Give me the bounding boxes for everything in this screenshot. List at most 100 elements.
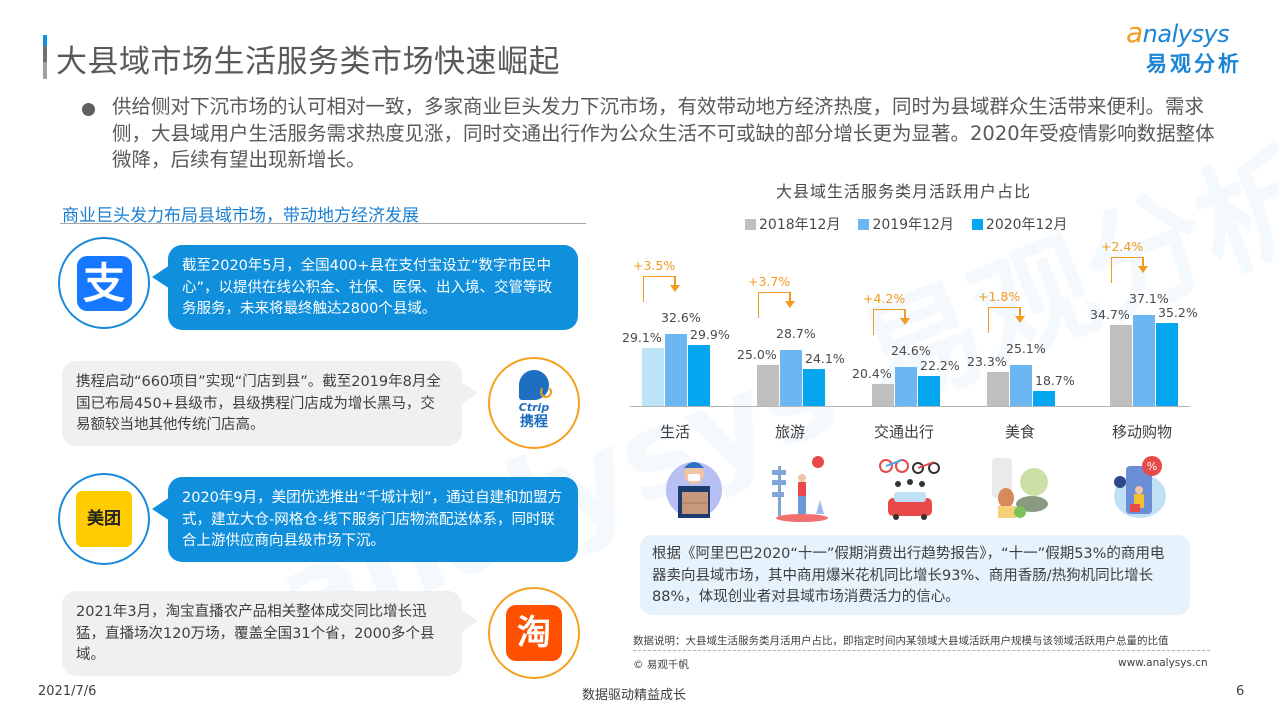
growth-annotation: +3.5%	[633, 257, 676, 273]
bar-value-label: 37.1%	[1129, 291, 1169, 307]
legend-swatch-icon	[858, 218, 870, 230]
bar-value-label: 34.7%	[1090, 307, 1130, 323]
taobao-icon: 淘	[506, 605, 562, 661]
arrow-down-icon	[785, 300, 795, 308]
title-accent-bar	[43, 35, 47, 79]
category-label: 生活	[660, 423, 691, 441]
bar-2019年12月	[1010, 364, 1032, 406]
category-label: 移动购物	[1112, 423, 1173, 441]
page-title: 大县域市场生活服务类市场快速崛起	[56, 44, 560, 80]
bar-2019年12月	[665, 333, 687, 406]
x-axis-line	[630, 406, 1190, 407]
taobao-case-text: 2021年3月，淘宝直播农产品相关整体成交同比增长迅猛，直播场次120万场，覆盖…	[76, 604, 435, 663]
bar-2019年12月	[780, 349, 802, 406]
growth-annotation: +2.4%	[1101, 239, 1144, 255]
ctrip-case-bubble: 携程启动“660项目”实现“门店到县”。截至2019年8月全国已布局450+县级…	[62, 361, 478, 446]
footer-slogan: 数据驱动精益成长	[582, 688, 687, 703]
growth-annotation: +4.2%	[863, 290, 906, 306]
bar-2020年12月	[803, 368, 825, 406]
category-label: 交通出行	[874, 423, 935, 441]
bar-value-label: 22.2%	[920, 358, 960, 374]
growth-arrow-stem	[789, 291, 791, 302]
bar-2018年12月	[757, 365, 779, 406]
bar-chart: 29.1% 32.6% 29.9% +3.5% 生活 25.0% 28.7% 24.1% +3.…	[622, 239, 1198, 460]
growth-arrow-stem	[1019, 306, 1021, 317]
bar-2018年12月	[872, 383, 894, 406]
svg-text:%: %	[1147, 460, 1157, 473]
growth-arrow-stem	[1142, 257, 1144, 268]
data-explanation: 数据说明：大县域生活服务类月活用户占比，即指定时间内某领域大县域活跃用户规模与该…	[633, 635, 1169, 647]
bar-value-label: 29.1%	[622, 330, 662, 346]
bar-2019年12月	[895, 366, 917, 406]
arrow-down-icon	[900, 317, 910, 325]
bar-2020年12月	[688, 344, 710, 406]
footer-date: 2021/7/6	[38, 684, 97, 699]
bar-value-label: 23.3%	[967, 353, 1007, 369]
alipay-icon: 支	[76, 255, 132, 311]
section-divider	[60, 223, 586, 224]
bar-value-label: 35.2%	[1158, 305, 1198, 321]
alipay-case-text: 截至2020年5月，全国400+县在支付宝设立“数字市民中心”，以提供在线公积金…	[182, 258, 553, 317]
bar-value-label: 25.1%	[1006, 340, 1046, 356]
bar-2018年12月	[987, 371, 1009, 406]
bar-value-label: 25.0%	[737, 347, 777, 362]
growth-bracket	[1111, 257, 1142, 284]
growth-bracket	[873, 308, 904, 335]
bar-2020年12月	[1156, 323, 1178, 406]
page-number: 6	[1236, 684, 1245, 699]
bar-2020年12月	[918, 376, 940, 406]
bar-2018年12月	[1110, 325, 1132, 406]
category-illustrations: %	[640, 452, 1190, 527]
bar-2020年12月	[1033, 390, 1055, 406]
legend-swatch-icon	[745, 218, 756, 230]
growth-arrow-stem	[904, 308, 906, 319]
dolphin-icon	[519, 370, 552, 400]
ctrip-case-text: 携程启动“660项目”实现“门店到县”。截至2019年8月全国已布局450+县级…	[76, 374, 441, 433]
meituan-case-bubble: 2020年9月，美团优选推出“千城计划”，通过自建和加盟方式，建立大仓-网格仓-…	[152, 477, 578, 562]
alipay-logo-circle: 支	[58, 237, 150, 329]
arrow-down-icon	[1138, 266, 1148, 274]
category-label: 旅游	[775, 423, 806, 441]
growth-arrow-stem	[674, 275, 676, 286]
mobile-shopping-sale-illustration: %	[1106, 452, 1174, 524]
website-link[interactable]: www.analysys.cn	[1118, 657, 1208, 669]
analysys-logo: analysys 易观分析	[1118, 14, 1268, 84]
meituan-case-text: 2020年9月，美团优选推出“千城计划”，通过自建和加盟方式，建立大仓-网格仓-…	[182, 490, 563, 549]
arrow-down-icon	[1015, 315, 1025, 323]
growth-annotation: +1.8%	[978, 288, 1021, 304]
family-car-bikes-illustration	[876, 452, 944, 524]
intro-paragraph: 供给侧对下沉市场的认可相对一致，多家商业巨头发力下沉市场，有效带动地方经济热度，…	[112, 95, 1215, 171]
dashed-divider	[633, 650, 1210, 651]
bar-value-label: 32.6%	[661, 309, 701, 325]
bullet-icon	[82, 103, 95, 116]
arrow-down-icon	[670, 284, 680, 292]
alibaba-report-note: 根据《阿里巴巴2020“十一”假期消费出行趋势报告》，“十一”假期53%的商用电…	[640, 535, 1190, 615]
ctrip-icon: Ctrip 携程	[504, 368, 564, 438]
growth-bracket	[643, 275, 674, 302]
legend-item-2018: 2018年12月	[745, 214, 840, 234]
traveler-signpost-illustration	[768, 452, 836, 524]
chart-title: 大县域生活服务类月活跃用户占比	[776, 182, 1032, 201]
growth-annotation: +3.7%	[748, 273, 791, 289]
bar-value-label: 18.7%	[1035, 372, 1075, 388]
bar-2018年12月	[642, 348, 664, 406]
bar-value-label: 24.1%	[805, 350, 845, 366]
bar-value-label: 29.9%	[690, 326, 730, 342]
alipay-case-bubble: 截至2020年5月，全国400+县在支付宝设立“数字市民中心”，以提供在线公积金…	[152, 245, 578, 330]
ctrip-logo-circle: Ctrip 携程	[488, 357, 580, 449]
logo-chinese: 易观分析	[1146, 52, 1242, 76]
meituan-icon: 美团	[76, 491, 132, 547]
meituan-logo-circle: 美团	[58, 473, 150, 565]
bar-value-label: 24.6%	[891, 342, 931, 358]
section-title: 商业巨头发力布局县域市场，带动地方经济发展	[62, 206, 419, 226]
bar-2019年12月	[1133, 315, 1155, 406]
taobao-case-bubble: 2021年3月，淘宝直播农产品相关整体成交同比增长迅猛，直播场次120万场，覆盖…	[62, 591, 478, 676]
logo-english: analysys	[1126, 16, 1230, 49]
taobao-logo-circle: 淘	[488, 587, 580, 679]
bar-value-label: 28.7%	[776, 325, 816, 341]
delivery-person-illustration	[660, 452, 728, 524]
growth-bracket	[758, 291, 789, 318]
groceries-food-illustration	[986, 452, 1054, 524]
growth-bracket	[988, 306, 1019, 333]
bar-value-label: 20.4%	[852, 365, 892, 381]
